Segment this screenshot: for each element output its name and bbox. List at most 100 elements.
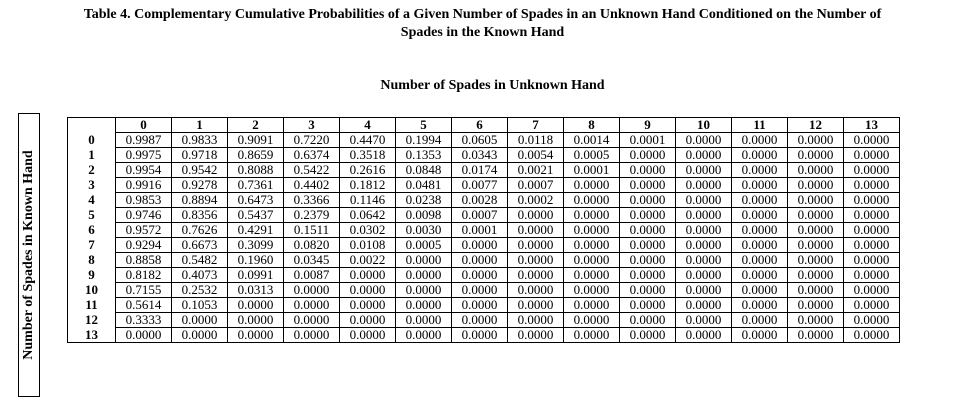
column-header: 2 bbox=[227, 117, 284, 133]
table-cell: 0.0077 bbox=[451, 177, 508, 193]
table-row: 7 0.9294 0.6673 0.3099 0.0820 0.0108 0.0005 0.0… bbox=[67, 237, 900, 253]
column-header: 4 bbox=[339, 117, 396, 133]
table-cell: 0.0000 bbox=[507, 207, 564, 223]
table-cell: 0.0000 bbox=[619, 147, 676, 163]
table-cell: 0.0000 bbox=[787, 297, 844, 313]
table-cell: 0.0054 bbox=[507, 147, 564, 163]
table-cell: 0.9916 bbox=[115, 177, 172, 193]
table-cell: 0.0000 bbox=[843, 222, 900, 238]
row-header: 6 bbox=[67, 222, 116, 238]
column-header: 7 bbox=[507, 117, 564, 133]
table-cell: 0.0000 bbox=[675, 192, 732, 208]
table-cell: 0.7626 bbox=[171, 222, 228, 238]
table-cell: 0.0000 bbox=[731, 282, 788, 298]
table-cell: 0.8858 bbox=[115, 252, 172, 268]
table-cell: 0.0000 bbox=[843, 297, 900, 313]
table-cell: 0.0000 bbox=[395, 327, 452, 343]
table-cell: 0.9954 bbox=[115, 162, 172, 178]
table-cell: 0.0000 bbox=[563, 312, 620, 328]
table-cell: 0.0000 bbox=[507, 312, 564, 328]
table-cell: 0.0000 bbox=[619, 282, 676, 298]
row-header: 5 bbox=[67, 207, 116, 223]
table-cell: 0.0000 bbox=[619, 162, 676, 178]
table-cell: 0.5422 bbox=[283, 162, 340, 178]
table-cell: 0.0000 bbox=[451, 327, 508, 343]
table-cell: 0.0000 bbox=[843, 237, 900, 253]
row-header: 4 bbox=[67, 192, 116, 208]
header-row: 0 1 2 3 4 5 6 7 8 9 10 11 12 13 bbox=[67, 117, 900, 133]
table-cell: 0.0000 bbox=[563, 207, 620, 223]
column-header: 11 bbox=[731, 117, 788, 133]
table-cell: 0.0000 bbox=[731, 192, 788, 208]
table-cell: 0.8659 bbox=[227, 147, 284, 163]
table-cell: 0.4470 bbox=[339, 132, 396, 148]
table-cell: 0.0000 bbox=[675, 237, 732, 253]
row-header: 2 bbox=[67, 162, 116, 178]
table-cell: 0.0000 bbox=[507, 267, 564, 283]
table-cell: 0.3366 bbox=[283, 192, 340, 208]
table-cell: 0.0000 bbox=[843, 267, 900, 283]
table-cell: 0.0000 bbox=[395, 267, 452, 283]
table-cell: 0.0000 bbox=[563, 267, 620, 283]
table-cell: 0.8356 bbox=[171, 207, 228, 223]
table-cell: 0.0000 bbox=[843, 207, 900, 223]
table-cell: 0.0000 bbox=[507, 237, 564, 253]
table-cell: 0.0000 bbox=[563, 297, 620, 313]
table-cell: 0.0000 bbox=[227, 297, 284, 313]
table-cell: 0.0000 bbox=[283, 312, 340, 328]
table-cell: 0.0000 bbox=[731, 267, 788, 283]
table-cell: 0.0000 bbox=[675, 162, 732, 178]
table-cell: 0.0000 bbox=[507, 282, 564, 298]
caption-line-2: Spades in the Known Hand bbox=[400, 25, 565, 40]
table-cell: 0.0991 bbox=[227, 267, 284, 283]
table-row: 0 0.9987 0.9833 0.9091 0.7220 0.4470 0.1994 0.0… bbox=[67, 132, 900, 148]
table-cell: 0.0001 bbox=[451, 222, 508, 238]
table-cell: 0.0345 bbox=[283, 252, 340, 268]
column-axis-label: Number of Spades in Unknown Hand bbox=[380, 78, 605, 93]
table-cell: 0.0000 bbox=[731, 207, 788, 223]
table-cell: 0.0000 bbox=[787, 237, 844, 253]
column-header: 3 bbox=[283, 117, 340, 133]
row-header: 10 bbox=[67, 282, 116, 298]
table-cell: 0.0000 bbox=[731, 297, 788, 313]
table-cell: 0.0108 bbox=[339, 237, 396, 253]
table-cell: 0.0000 bbox=[843, 162, 900, 178]
table-cell: 0.0000 bbox=[675, 267, 732, 283]
table-cell: 0.0000 bbox=[339, 297, 396, 313]
table-cell: 0.0000 bbox=[843, 132, 900, 148]
table-cell: 0.0000 bbox=[283, 297, 340, 313]
table-cell: 0.0000 bbox=[787, 282, 844, 298]
table-cell: 0.5437 bbox=[227, 207, 284, 223]
table-cell: 0.0000 bbox=[171, 327, 228, 343]
table-cell: 0.0238 bbox=[395, 192, 452, 208]
table-cell: 0.0343 bbox=[451, 147, 508, 163]
table-cell: 0.0000 bbox=[507, 222, 564, 238]
table-cell: 0.8182 bbox=[115, 267, 172, 283]
table-cell: 0.0087 bbox=[283, 267, 340, 283]
table-cell: 0.0000 bbox=[451, 297, 508, 313]
row-axis-label-box: Number of Spades in Known Hand bbox=[18, 113, 40, 397]
table-cell: 0.0000 bbox=[675, 327, 732, 343]
table-cell: 0.0028 bbox=[451, 192, 508, 208]
table-cell: 0.0000 bbox=[563, 327, 620, 343]
table-row: 2 0.9954 0.9542 0.8088 0.5422 0.2616 0.0848 0.0… bbox=[67, 162, 900, 178]
table-cell: 0.2532 bbox=[171, 282, 228, 298]
table-cell: 0.2616 bbox=[339, 162, 396, 178]
table-cell: 0.1353 bbox=[395, 147, 452, 163]
table-caption: Table 4. Complementary Cumulative Probab… bbox=[0, 6, 965, 42]
table-cell: 0.0000 bbox=[619, 237, 676, 253]
table-cell: 0.0000 bbox=[787, 192, 844, 208]
table-cell: 0.0001 bbox=[563, 162, 620, 178]
table-cell: 0.0000 bbox=[843, 282, 900, 298]
table-cell: 0.0000 bbox=[339, 327, 396, 343]
table-row: 4 0.9853 0.8894 0.6473 0.3366 0.1146 0.0238 0.0… bbox=[67, 192, 900, 208]
table-cell: 0.0000 bbox=[731, 177, 788, 193]
table-cell: 0.8894 bbox=[171, 192, 228, 208]
table-cell: 0.0000 bbox=[843, 192, 900, 208]
table-cell: 0.1053 bbox=[171, 297, 228, 313]
table-cell: 0.9542 bbox=[171, 162, 228, 178]
table-cell: 0.9975 bbox=[115, 147, 172, 163]
table-cell: 0.0000 bbox=[227, 327, 284, 343]
table-cell: 0.0000 bbox=[731, 162, 788, 178]
table-row: 5 0.9746 0.8356 0.5437 0.2379 0.0642 0.0098 0.0… bbox=[67, 207, 900, 223]
